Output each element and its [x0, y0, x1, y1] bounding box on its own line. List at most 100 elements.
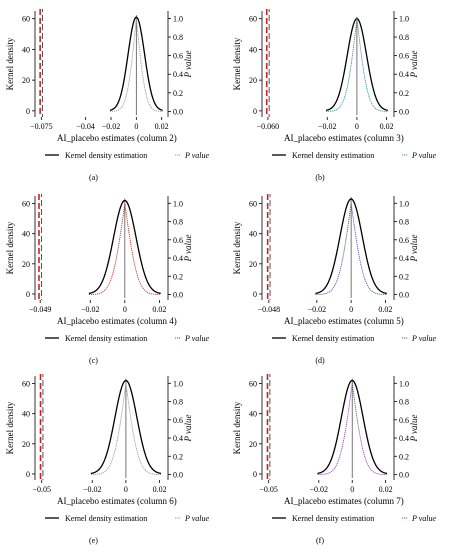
- x-tick-label: 0: [355, 122, 359, 131]
- x-tick-label: −0.02: [83, 485, 102, 494]
- legend-label-pvalue: P value: [411, 334, 437, 343]
- left-tick-label: 0: [26, 290, 30, 299]
- right-axis-label: P value: [183, 50, 193, 78]
- right-tick-label: 0.0: [173, 107, 183, 116]
- right-tick-label: 0.4: [399, 434, 409, 443]
- legend-label-density: Kernel density estimation: [65, 334, 147, 343]
- chart-panel-b: 0 20 40 60 0.0 0.2 0.4 0.6 0.8 1.0 −0.02 0 0.02 −0.06…: [232, 9, 437, 182]
- right-tick-label: 0.8: [173, 398, 183, 407]
- right-tick-label: 0.2: [399, 89, 409, 98]
- right-tick-label: 0.4: [399, 254, 409, 263]
- chart-panel-f: 0 20 40 60 0.0 0.2 0.4 0.6 0.8 1.0 −0.02 0 0.02 −0.05…: [232, 374, 437, 545]
- right-tick-label: 1.0: [399, 379, 409, 388]
- x-axis-label: AI_placebo estimates (column 6): [57, 496, 177, 506]
- right-tick-label: 0.8: [173, 33, 183, 42]
- x-tick-label: 0: [350, 485, 354, 494]
- x-tick-label: 0.02: [379, 485, 393, 494]
- x-tick-label: 0.02: [152, 305, 166, 314]
- left-tick-label: 60: [22, 15, 30, 24]
- true-estimate-label: −0.075: [30, 122, 53, 131]
- x-tick-label: −0.02: [318, 122, 337, 131]
- right-tick-label: 0.2: [173, 89, 183, 98]
- left-tick-label: 40: [22, 45, 30, 54]
- left-tick-label: 40: [249, 45, 257, 54]
- right-tick-label: 0.6: [173, 236, 183, 245]
- panel-label: (b): [315, 173, 325, 182]
- right-tick-label: 0.0: [399, 471, 409, 480]
- x-tick-label: 0.02: [155, 122, 169, 131]
- true-estimate-label: −0.05: [259, 485, 278, 494]
- legend-label-density: Kernel density estimation: [65, 151, 147, 160]
- right-axis-label: P value: [183, 414, 193, 442]
- x-tick-label: 0: [124, 485, 128, 494]
- x-tick-label: −0.02: [102, 122, 121, 131]
- true-estimate-label: −0.05: [32, 485, 51, 494]
- legend-label-density: Kernel density estimation: [292, 514, 374, 523]
- left-tick-label: 0: [253, 470, 257, 479]
- left-axis-label: Kernel density: [232, 401, 242, 454]
- legend-label-pvalue: P value: [184, 334, 210, 343]
- right-tick-label: 1.0: [399, 199, 409, 208]
- left-tick-label: 20: [22, 440, 30, 449]
- right-tick-label: 0.0: [173, 291, 183, 300]
- panel-label: (a): [89, 173, 98, 182]
- left-tick-label: 60: [249, 380, 257, 389]
- true-estimate-label: −0.049: [29, 305, 52, 314]
- left-axis-label: Kernel density: [5, 37, 15, 90]
- right-tick-label: 1.0: [173, 199, 183, 208]
- left-tick-label: 0: [26, 470, 30, 479]
- right-tick-label: 0.6: [173, 52, 183, 61]
- right-tick-label: 1.0: [399, 14, 409, 23]
- x-axis-label: AI_placebo estimates (column 5): [284, 316, 404, 326]
- x-axis-label: AI_placebo estimates (column 3): [284, 133, 404, 143]
- left-tick-label: 20: [249, 440, 257, 449]
- right-axis-label: P value: [409, 50, 419, 78]
- p-value-curve: [317, 383, 387, 475]
- x-tick-label: 0: [349, 305, 353, 314]
- right-tick-label: 0.2: [399, 452, 409, 461]
- right-tick-label: 0.4: [173, 70, 183, 79]
- right-tick-label: 0.6: [173, 416, 183, 425]
- right-tick-label: 0.0: [399, 291, 409, 300]
- left-tick-label: 20: [22, 76, 30, 85]
- legend-label-density: Kernel density estimation: [292, 334, 374, 343]
- kernel-density-curve: [90, 379, 162, 475]
- kernel-density-curve: [109, 16, 163, 111]
- left-tick-label: 0: [26, 107, 30, 116]
- right-tick-label: 0.2: [173, 272, 183, 281]
- p-value-curve: [315, 203, 387, 295]
- panel-label: (c): [89, 356, 98, 365]
- left-tick-label: 60: [22, 200, 30, 209]
- right-tick-label: 0.0: [399, 107, 409, 116]
- true-estimate-label: −0.048: [258, 305, 281, 314]
- left-tick-label: 20: [249, 260, 257, 269]
- panel-label: (e): [89, 536, 98, 545]
- left-tick-label: 60: [22, 380, 30, 389]
- legend-label-pvalue: P value: [184, 514, 210, 523]
- right-tick-label: 1.0: [173, 14, 183, 23]
- left-tick-label: 0: [253, 107, 257, 116]
- right-tick-label: 0.4: [399, 70, 409, 79]
- right-tick-label: 0.6: [399, 416, 409, 425]
- chart-panel-d: 0 20 40 60 0.0 0.2 0.4 0.6 0.8 1.0 −0.02 0 0.02 −0.04…: [232, 194, 437, 365]
- right-axis-label: P value: [409, 234, 419, 262]
- p-value-curve: [326, 18, 388, 112]
- chart-panel-a: 0 20 40 60 0.0 0.2 0.4 0.6 0.8 1.0 −0.04 −0.02 0 0.02…: [5, 9, 210, 182]
- left-axis-label: Kernel density: [232, 221, 242, 274]
- left-tick-label: 20: [22, 260, 30, 269]
- left-tick-label: 60: [249, 200, 257, 209]
- right-tick-label: 0.8: [399, 398, 409, 407]
- right-tick-label: 0.8: [399, 218, 409, 227]
- x-axis-label: AI_placebo estimates (column 7): [284, 496, 404, 506]
- panel-label: (d): [315, 356, 325, 365]
- kernel-density-curve: [315, 198, 387, 295]
- right-tick-label: 0.8: [173, 218, 183, 227]
- chart-panel-e: 0 20 40 60 0.0 0.2 0.4 0.6 0.8 1.0 −0.02 0 0.02 −0.05…: [5, 374, 210, 545]
- right-tick-label: 0.6: [399, 52, 409, 61]
- right-tick-label: 1.0: [173, 379, 183, 388]
- legend-label-pvalue: P value: [411, 151, 437, 160]
- x-tick-label: 0: [123, 305, 127, 314]
- x-tick-label: 0.02: [378, 305, 392, 314]
- right-axis-label: P value: [409, 414, 419, 442]
- right-tick-label: 0.0: [173, 471, 183, 480]
